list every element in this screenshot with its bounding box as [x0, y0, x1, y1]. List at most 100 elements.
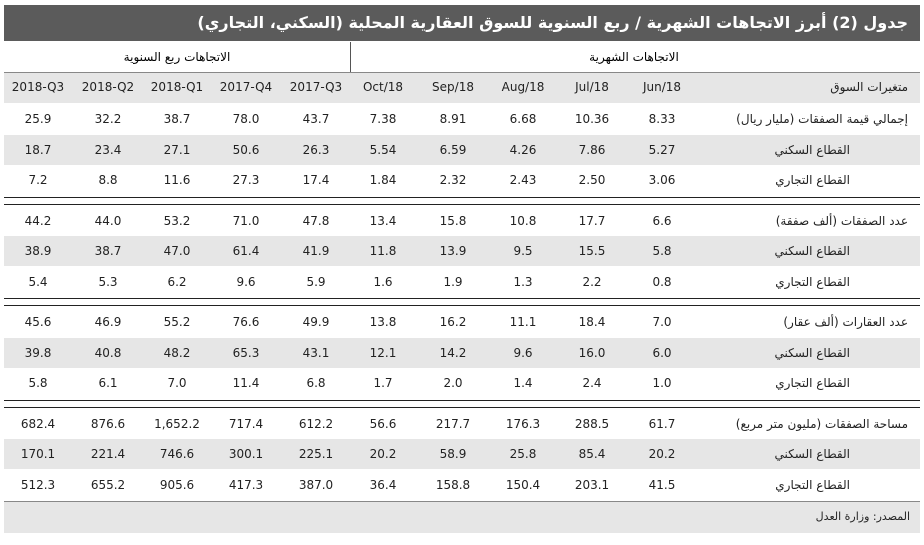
cell: 40.8	[94, 345, 122, 360]
cell: 876.6	[90, 416, 126, 431]
cell: 5.4	[28, 274, 48, 289]
cell: 11.4	[232, 376, 260, 390]
cell: 20.2	[648, 447, 676, 461]
cell: Sep/18	[432, 80, 474, 94]
cell: 45.6	[24, 315, 52, 329]
cell: 15.8	[439, 213, 467, 228]
cell: 7.0	[167, 376, 187, 390]
section-divider	[350, 42, 351, 72]
cell: 8.91	[439, 112, 467, 126]
cell: 27.3	[232, 173, 260, 187]
title: جدول (2) أبرز الاتجاهات الشهرية / ربع ال…	[197, 13, 908, 32]
cell: 61.7	[648, 416, 676, 431]
cell: 38.7	[163, 112, 191, 126]
cell: 18.7	[24, 142, 52, 157]
cell: 5.9	[306, 274, 326, 289]
cell: 13.8	[369, 315, 397, 329]
cell: 2.50	[578, 173, 606, 187]
cell: 1.84	[369, 173, 397, 187]
cell: 2017-Q3	[289, 80, 343, 94]
cell: 1.4	[513, 376, 533, 390]
cell: Oct/18	[362, 80, 404, 94]
cell: 38.9	[24, 244, 52, 258]
cell: 47.0	[163, 244, 191, 258]
section-quarterly: الاتجاهات ربع السنوية	[123, 50, 231, 64]
cell: 158.8	[435, 477, 471, 492]
cell: 47.8	[302, 213, 330, 228]
cell: 25.9	[24, 112, 52, 126]
cell: 7.0	[652, 315, 672, 329]
row-label: القطاع السكني	[774, 244, 850, 258]
cell: 25.8	[509, 447, 537, 461]
cell: 203.1	[574, 477, 610, 492]
cell: 7.86	[578, 142, 606, 157]
cell: 6.6	[652, 213, 672, 228]
cell: 44.2	[24, 213, 52, 228]
table-row	[4, 236, 920, 266]
cell: 16.2	[439, 315, 467, 329]
cell: 387.0	[298, 477, 334, 492]
cell: 170.1	[20, 447, 56, 461]
cell: 1.7	[373, 376, 393, 390]
cell: 6.1	[98, 376, 118, 390]
cell: 9.5	[513, 244, 533, 258]
cell: 1,652.2	[154, 416, 200, 431]
cell: 6.2	[167, 274, 187, 289]
source-row	[4, 501, 920, 533]
cell: 8.33	[648, 112, 676, 126]
cell: 17.4	[302, 173, 330, 187]
cell: Jul/18	[575, 80, 609, 94]
cell: 26.3	[302, 142, 330, 157]
cell: 746.6	[159, 447, 195, 461]
cell: 9.6	[236, 274, 256, 289]
cell: 655.2	[90, 477, 126, 492]
cell: 48.2	[163, 345, 191, 360]
cell: 1.0	[652, 376, 672, 390]
cell: 71.0	[232, 213, 260, 228]
cell: 225.1	[298, 447, 334, 461]
section-monthly: الاتجاهات الشهرية	[589, 50, 679, 64]
cell: 2018-Q3	[11, 80, 65, 94]
cell: 2.43	[509, 173, 537, 187]
cell: 7.38	[369, 112, 397, 126]
cell: Aug/18	[501, 80, 545, 94]
table-row	[4, 439, 920, 469]
cell: 15.5	[578, 244, 606, 258]
cell: 36.4	[369, 477, 397, 492]
cell: 4.26	[509, 142, 537, 157]
cell: 7.2	[28, 173, 48, 187]
row-label: القطاع التجاري	[775, 376, 850, 390]
cell: 56.6	[369, 416, 397, 431]
cell: 55.2	[163, 315, 191, 329]
cell: 2018-Q2	[81, 80, 135, 94]
cell: 1.9	[443, 274, 463, 289]
cell: 50.6	[232, 142, 260, 157]
cell: 217.7	[435, 416, 471, 431]
title-bar	[4, 5, 920, 41]
group-separator	[4, 298, 920, 306]
cell: 512.3	[20, 477, 56, 492]
table-row	[4, 134, 920, 165]
cell: 85.4	[578, 447, 606, 461]
cell: 5.8	[652, 244, 672, 258]
cell: 38.7	[94, 244, 122, 258]
cell: 6.59	[439, 142, 467, 157]
cell: 150.4	[505, 477, 541, 492]
cell: 6.0	[652, 345, 672, 360]
cell: 12.1	[369, 345, 397, 360]
cell: 221.4	[90, 447, 126, 461]
cell: 11.6	[163, 173, 191, 187]
cell: 17.7	[578, 213, 606, 228]
row-label: القطاع التجاري	[775, 173, 850, 187]
cell: 23.4	[94, 142, 122, 157]
row-label: مساحة الصفقات (مليون متر مربع)	[735, 416, 908, 431]
cell: 2.0	[443, 376, 463, 390]
cell: 5.54	[369, 142, 397, 157]
cell: 13.4	[369, 213, 397, 228]
cell: 2017-Q4	[219, 80, 273, 94]
cell: 300.1	[228, 447, 264, 461]
group-separator	[4, 399, 920, 408]
cell: 612.2	[298, 416, 334, 431]
cell: 176.3	[505, 416, 541, 431]
